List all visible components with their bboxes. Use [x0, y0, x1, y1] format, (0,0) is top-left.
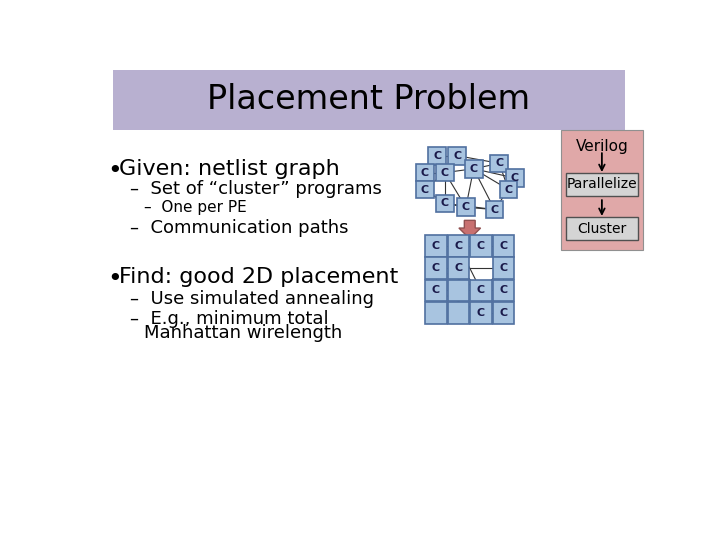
Text: C: C: [500, 286, 508, 295]
Text: Find: good 2D placement: Find: good 2D placement: [120, 267, 399, 287]
FancyBboxPatch shape: [449, 147, 467, 165]
Text: C: C: [433, 151, 441, 161]
Text: –  E.g., minimum total: – E.g., minimum total: [130, 309, 329, 328]
Text: C: C: [462, 202, 470, 212]
Text: Cluster: Cluster: [577, 222, 626, 236]
Text: C: C: [441, 198, 449, 208]
Text: C: C: [454, 263, 462, 273]
FancyBboxPatch shape: [457, 198, 474, 216]
FancyBboxPatch shape: [464, 160, 482, 178]
Text: –  Use simulated annealing: – Use simulated annealing: [130, 289, 374, 308]
FancyBboxPatch shape: [416, 181, 433, 198]
FancyBboxPatch shape: [492, 302, 514, 323]
FancyBboxPatch shape: [416, 164, 433, 181]
Text: C: C: [490, 205, 499, 214]
Text: C: C: [500, 263, 508, 273]
Text: –  Set of “cluster” programs: – Set of “cluster” programs: [130, 180, 382, 198]
Text: C: C: [420, 185, 429, 194]
Text: C: C: [510, 173, 519, 183]
FancyBboxPatch shape: [505, 169, 523, 187]
Text: C: C: [420, 167, 429, 178]
FancyBboxPatch shape: [492, 257, 514, 279]
FancyBboxPatch shape: [448, 235, 469, 256]
Text: C: C: [477, 308, 485, 318]
Text: C: C: [477, 286, 485, 295]
Text: Placement Problem: Placement Problem: [207, 83, 531, 116]
FancyBboxPatch shape: [448, 302, 469, 323]
Text: C: C: [454, 151, 462, 161]
Text: Manhattan wirelength: Manhattan wirelength: [144, 323, 343, 341]
Text: C: C: [500, 308, 508, 318]
Text: Parallelize: Parallelize: [567, 177, 637, 191]
FancyBboxPatch shape: [448, 280, 469, 301]
FancyBboxPatch shape: [426, 280, 447, 301]
Text: Given: netlist graph: Given: netlist graph: [120, 159, 340, 179]
FancyBboxPatch shape: [426, 302, 447, 323]
FancyBboxPatch shape: [492, 280, 514, 301]
Text: •: •: [107, 159, 122, 183]
Text: C: C: [500, 241, 508, 251]
Text: Verilog: Verilog: [575, 139, 629, 154]
Text: C: C: [477, 241, 485, 251]
Text: C: C: [495, 158, 503, 168]
FancyBboxPatch shape: [566, 173, 638, 195]
Text: C: C: [432, 263, 440, 273]
FancyBboxPatch shape: [428, 147, 446, 165]
Text: C: C: [505, 185, 513, 194]
Text: C: C: [432, 286, 440, 295]
Text: C: C: [441, 167, 449, 178]
FancyBboxPatch shape: [113, 70, 625, 130]
FancyBboxPatch shape: [426, 235, 447, 256]
Text: •: •: [107, 267, 122, 291]
FancyBboxPatch shape: [470, 235, 492, 256]
FancyBboxPatch shape: [470, 280, 492, 301]
Text: C: C: [432, 241, 440, 251]
FancyBboxPatch shape: [492, 235, 514, 256]
FancyBboxPatch shape: [500, 181, 518, 198]
FancyBboxPatch shape: [470, 302, 492, 323]
Text: C: C: [469, 164, 477, 174]
FancyBboxPatch shape: [436, 164, 454, 181]
FancyArrow shape: [459, 220, 481, 239]
FancyBboxPatch shape: [426, 257, 447, 279]
FancyBboxPatch shape: [561, 130, 642, 249]
FancyBboxPatch shape: [490, 154, 508, 172]
Text: –  One per PE: – One per PE: [144, 200, 247, 214]
FancyBboxPatch shape: [485, 201, 503, 218]
FancyBboxPatch shape: [566, 217, 638, 240]
Text: C: C: [454, 241, 462, 251]
FancyBboxPatch shape: [448, 257, 469, 279]
Text: –  Communication paths: – Communication paths: [130, 219, 348, 237]
FancyBboxPatch shape: [436, 194, 454, 212]
